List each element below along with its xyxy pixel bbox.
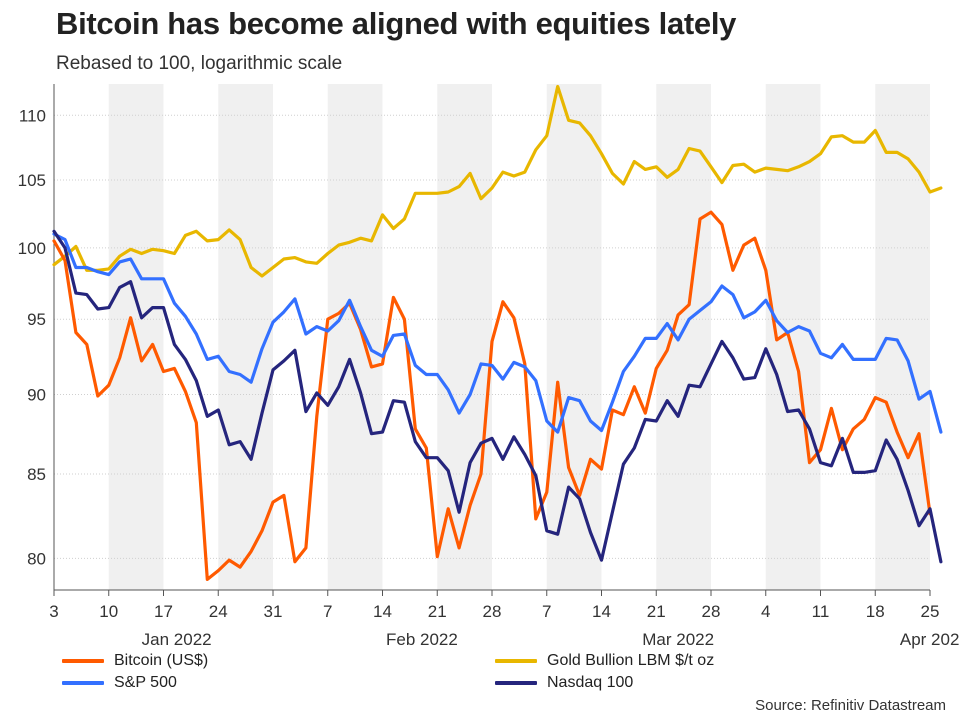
x-tick-label-0: 3 [49, 602, 58, 621]
legend-item-sp500: S&P 500 [62, 674, 177, 692]
x-tick-label-1: 10 [99, 602, 118, 621]
chart-subtitle: Rebased to 100, logarithmic scale [56, 53, 343, 74]
legend-swatch-nasdaq [495, 681, 537, 685]
x-tick-label-9: 7 [542, 602, 551, 621]
x-tick-label-16: 25 [921, 602, 940, 621]
series-line-bitcoin [52, 210, 932, 582]
y-tick-label-110: 110 [19, 106, 46, 125]
x-tick-label-7: 21 [428, 602, 447, 621]
week-band-3 [218, 84, 273, 590]
x-tick-label-15: 18 [866, 602, 885, 621]
x-tick-label-5: 7 [323, 602, 332, 621]
y-tick-label-90: 90 [27, 385, 46, 404]
legend-item-bitcoin: Bitcoin (US$) [62, 652, 208, 670]
month-label-2: Mar 2022 [642, 630, 714, 649]
x-tick-label-10: 14 [592, 602, 611, 621]
legend-label-gold: Gold Bullion LBM $/t oz [547, 652, 715, 669]
x-tick-label-4: 31 [264, 602, 283, 621]
x-tick-label-6: 14 [373, 602, 392, 621]
x-tick-label-12: 28 [702, 602, 721, 621]
series-line-gold [52, 84, 943, 278]
y-tick-label-85: 85 [27, 465, 46, 484]
x-tick-label-3: 24 [209, 602, 228, 621]
y-tick-label-100: 100 [18, 239, 46, 258]
series-line-nasdaq [52, 229, 943, 564]
week-band-5 [327, 84, 383, 590]
week-band-11 [656, 84, 711, 590]
source-note: Source: Refinitiv Datastream [755, 697, 946, 714]
month-label-0: Jan 2022 [142, 630, 212, 649]
legend-label-nasdaq: Nasdaq 100 [547, 674, 634, 691]
week-band-9 [546, 84, 602, 590]
y-tick-label-95: 95 [27, 310, 46, 329]
month-label-1: Feb 2022 [386, 630, 458, 649]
x-tick-label-14: 11 [812, 602, 830, 621]
x-tick-label-8: 28 [483, 602, 502, 621]
legend-swatch-gold [495, 659, 537, 663]
chart-title: Bitcoin has become aligned with equities… [56, 6, 737, 41]
y-tick-label-105: 105 [18, 171, 46, 190]
week-band-7 [437, 84, 492, 590]
x-tick-label-13: 4 [761, 602, 770, 621]
legend-item-gold: Gold Bullion LBM $/t oz [495, 652, 714, 670]
legend-label-sp500: S&P 500 [114, 674, 177, 691]
x-tick-label-2: 17 [154, 602, 173, 621]
month-label-3: Apr 2022 [900, 630, 960, 649]
y-tick-label-80: 80 [27, 549, 46, 568]
x-tick-label-11: 21 [647, 602, 666, 621]
legend-label-bitcoin: Bitcoin (US$) [114, 652, 209, 669]
week-band-15 [875, 84, 930, 590]
legend-swatch-sp500 [62, 681, 104, 685]
series-line-sp500 [52, 232, 943, 434]
legend-swatch-bitcoin [62, 659, 104, 663]
legend-item-nasdaq: Nasdaq 100 [495, 674, 633, 692]
